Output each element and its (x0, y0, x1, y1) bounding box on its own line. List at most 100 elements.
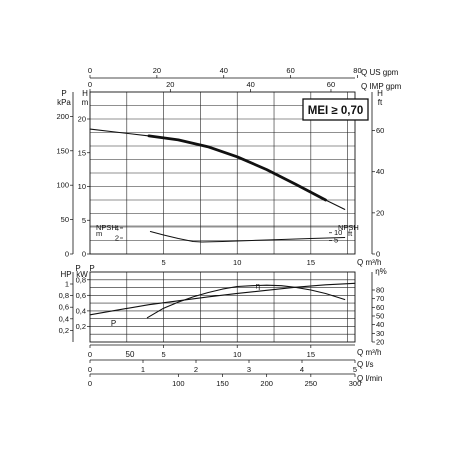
us-gpm-tick-label: 80 (353, 66, 361, 75)
head-ft-tick-label: 60 (376, 126, 384, 135)
head-curve-tail (325, 199, 346, 210)
kpa-tick-label: 200 (56, 112, 69, 121)
us-gpm-tick-label: 60 (286, 66, 294, 75)
ls-tick-label: 0 (88, 365, 92, 374)
kpa-tick-label: 0 (65, 250, 69, 259)
head-m-tick-label: 15 (78, 148, 86, 157)
head-ft-tick-label: 20 (376, 208, 384, 217)
ls-tick-label: 1 (141, 365, 145, 374)
head-x-tick-label: 15 (307, 258, 315, 267)
power-efficiency-chart: PHP0,20,40,60,81PkW0,20,40,60,8η%2030405… (59, 264, 387, 347)
m3h-bottom-axis-label: Q m³/h (357, 348, 381, 357)
head-m-tick-label: 20 (78, 115, 86, 124)
kpa-tick-label: 50 (61, 215, 69, 224)
lmin-axis-label: Q l/min (357, 374, 382, 383)
eta-tick-label: 20 (376, 338, 384, 347)
npsh-right-unit: ft (348, 229, 353, 238)
head-ft-tick-label: 40 (376, 167, 384, 176)
hp-tick-label: 0,4 (59, 314, 69, 323)
lmin-tick-label: 250 (305, 379, 318, 388)
npsh-curve (149, 231, 346, 243)
ls-tick-label: 5 (353, 365, 357, 374)
eta-tick-label: 70 (376, 294, 384, 303)
eta-tick-label: 60 (376, 303, 384, 312)
eta-tick-label: 30 (376, 329, 384, 338)
npsh-ft-tick-label: 5 (334, 236, 338, 245)
kpa-tick-label: 100 (56, 181, 69, 190)
kw-axis-unit: kW (76, 270, 88, 279)
hp-tick-label: 1 (65, 280, 69, 289)
m3h-extra-label: 50 (126, 350, 135, 359)
hp-tick-label: 0,8 (59, 291, 69, 300)
eta-tick-label: 40 (376, 320, 384, 329)
npsh-m-tick-label: 2 (115, 233, 119, 242)
power-curve-label: P (111, 319, 116, 328)
mei-badge-label: MEI ≥ 0,70 (308, 105, 364, 117)
hp-axis-symbol: P (75, 264, 80, 273)
ls-tick-label: 4 (300, 365, 304, 374)
npsh-left-title: NPSH (96, 223, 117, 232)
lmin-tick-label: 0 (88, 379, 92, 388)
kpa-axis-unit: kPa (57, 98, 71, 107)
kpa-axis-symbol: P (61, 89, 66, 98)
ls-axis-label: Q l/s (357, 360, 373, 369)
head-curve-bold (147, 134, 327, 202)
mei-badge-box (302, 98, 369, 121)
head-x-tick-label: 5 (162, 258, 166, 267)
m3h-tick-label: 5 (162, 350, 166, 359)
head-x-axis-label: Q m³/h (357, 258, 381, 267)
ls-tick-label: 2 (194, 365, 198, 374)
efficiency-curve-label: η (256, 281, 260, 290)
m3h-tick-label: 10 (233, 350, 241, 359)
imp-gpm-tick-label: 40 (246, 80, 254, 89)
kw-tick-label: 0,4 (76, 306, 86, 315)
kw-tick-label: 0,6 (76, 291, 86, 300)
lmin-tick-label: 150 (216, 379, 229, 388)
npsh-right-title: NPSH (338, 223, 359, 232)
power-curve (89, 282, 356, 316)
eta-tick-label: 80 (376, 286, 384, 295)
imp-gpm-tick-label: 20 (166, 80, 174, 89)
kpa-tick-label: 150 (56, 146, 69, 155)
us-gpm-tick-label: 20 (153, 66, 161, 75)
head-m-tick-label: 0 (82, 250, 86, 259)
kw-axis-symbol: P (89, 264, 94, 273)
power-plot-frame (89, 271, 356, 343)
imp-gpm-tick-label: 0 (88, 80, 92, 89)
head-x-tick-label: 10 (233, 258, 241, 267)
npsh-m-tick-label: 4 (115, 223, 119, 232)
eta-tick-label: 50 (376, 312, 384, 321)
ls-tick-label: 3 (247, 365, 251, 374)
eta-axis-unit: η% (375, 267, 387, 276)
head-plot-frame (89, 91, 356, 255)
head-m-tick-label: 5 (82, 216, 86, 225)
imp-gpm-tick-label: 60 (327, 80, 335, 89)
top-flow-axes: 0 20 40 60 80 Q US gpm 0 20 40 60 Q IMP gpm (88, 66, 402, 92)
us-gpm-tick-label: 40 (220, 66, 228, 75)
m3h-tick-label: 15 (307, 350, 315, 359)
npsh-ft-tick-label: 10 (334, 228, 342, 237)
head-ft-tick-label: 0 (376, 250, 380, 259)
head-curve-thin (89, 128, 150, 137)
hp-tick-label: 0,6 (59, 303, 69, 312)
efficiency-curve (146, 284, 346, 319)
lmin-tick-label: 100 (172, 379, 185, 388)
head-ft-axis-unit: ft (378, 98, 383, 107)
kw-tick-label: 0,8 (76, 275, 86, 284)
head-ft-axis-symbol: H (377, 89, 383, 98)
us-gpm-axis-label: Q US gpm (361, 68, 399, 77)
hp-tick-label: 0,2 (59, 326, 69, 335)
kw-tick-label: 0,2 (76, 322, 86, 331)
hp-axis-unit: HP (60, 270, 71, 279)
npsh-left-unit: m (96, 229, 102, 238)
lmin-tick-label: 200 (260, 379, 273, 388)
head-m-axis-symbol: H (82, 89, 88, 98)
imp-gpm-axis-label: Q IMP gpm (361, 82, 402, 91)
us-gpm-tick-label: 0 (88, 66, 92, 75)
head-m-axis-unit: m (82, 98, 89, 107)
lmin-tick-label: 300 (349, 379, 362, 388)
m3h-tick-label: 0 (88, 350, 92, 359)
